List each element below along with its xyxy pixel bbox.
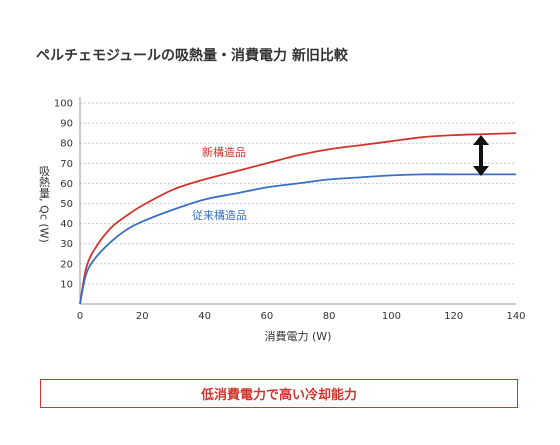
tick-labels: 10 20 30 40 50 60 70 80 90 100 0 20 40 60 80 100 120 140: [54, 99, 526, 323]
series-lines: [79, 132, 517, 305]
series-label-1: 従来構造品: [192, 208, 247, 222]
y-axis-title: 吸熱量, Qc (W): [38, 165, 51, 243]
gap-arrow-head-up: [473, 135, 489, 145]
y-tick-label-10: 10: [60, 279, 73, 290]
y-tick-label-30: 30: [60, 239, 73, 250]
x-tick-label-0: 0: [77, 311, 83, 322]
x-tick-label-40: 40: [198, 311, 211, 322]
x-tick-label-100: 100: [382, 311, 401, 322]
series-line-0: [79, 132, 517, 305]
y-tick-label-90: 90: [60, 119, 73, 130]
x-tick-label-80: 80: [323, 311, 336, 322]
y-tick-label-70: 70: [60, 159, 73, 170]
gap-arrow-head-down: [473, 166, 489, 176]
y-tick-label-60: 60: [60, 179, 73, 190]
x-tick-label-20: 20: [136, 311, 149, 322]
x-tick-label-60: 60: [260, 311, 273, 322]
gap-annotation: [473, 135, 489, 176]
y-tick-label-40: 40: [60, 219, 73, 230]
series-line-1: [79, 173, 516, 305]
y-tick-label-20: 20: [60, 259, 73, 270]
axes: [79, 97, 516, 305]
footer-text: 低消費電力で高い冷却能力: [200, 388, 357, 403]
chart-title: ペルチェモジュールの吸熱量・消費電力 新旧比較: [36, 48, 348, 64]
y-tick-label-50: 50: [60, 199, 73, 210]
y-tick-label-100: 100: [54, 99, 73, 110]
x-tick-label-120: 120: [444, 311, 463, 322]
x-axis-title: 消費電力 (W): [265, 329, 332, 343]
y-tick-label-80: 80: [60, 139, 73, 150]
x-tick-label-140: 140: [506, 311, 525, 322]
grid-lines: [80, 102, 516, 285]
footer-banner: 低消費電力で高い冷却能力: [40, 379, 518, 408]
series-label-0: 新構造品: [202, 145, 246, 159]
